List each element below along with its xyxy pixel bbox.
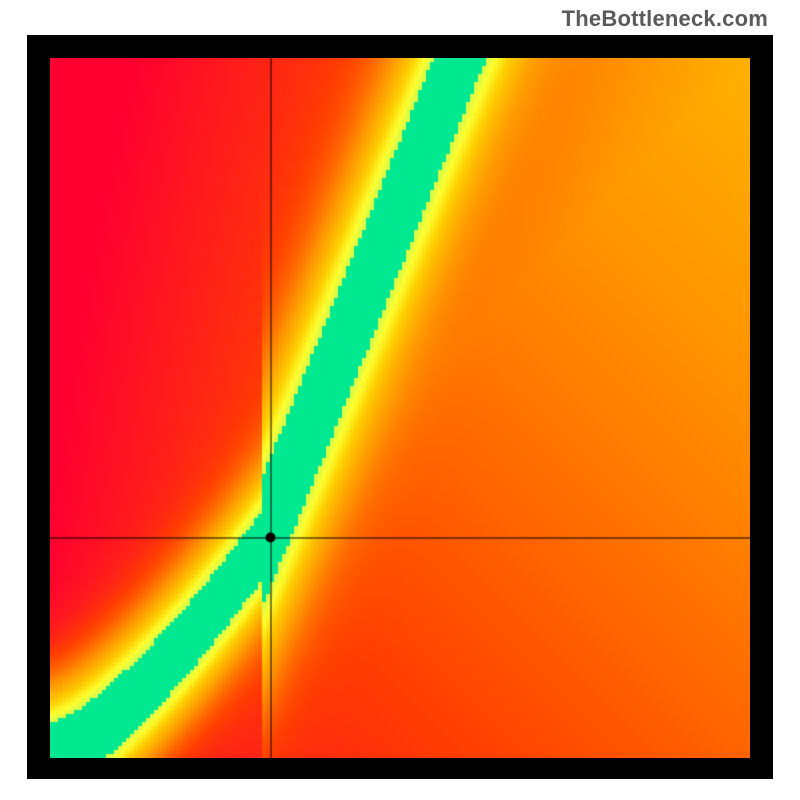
watermark-text: TheBottleneck.com [562, 6, 768, 32]
root: TheBottleneck.com [0, 0, 800, 800]
crosshair-overlay [50, 58, 750, 758]
